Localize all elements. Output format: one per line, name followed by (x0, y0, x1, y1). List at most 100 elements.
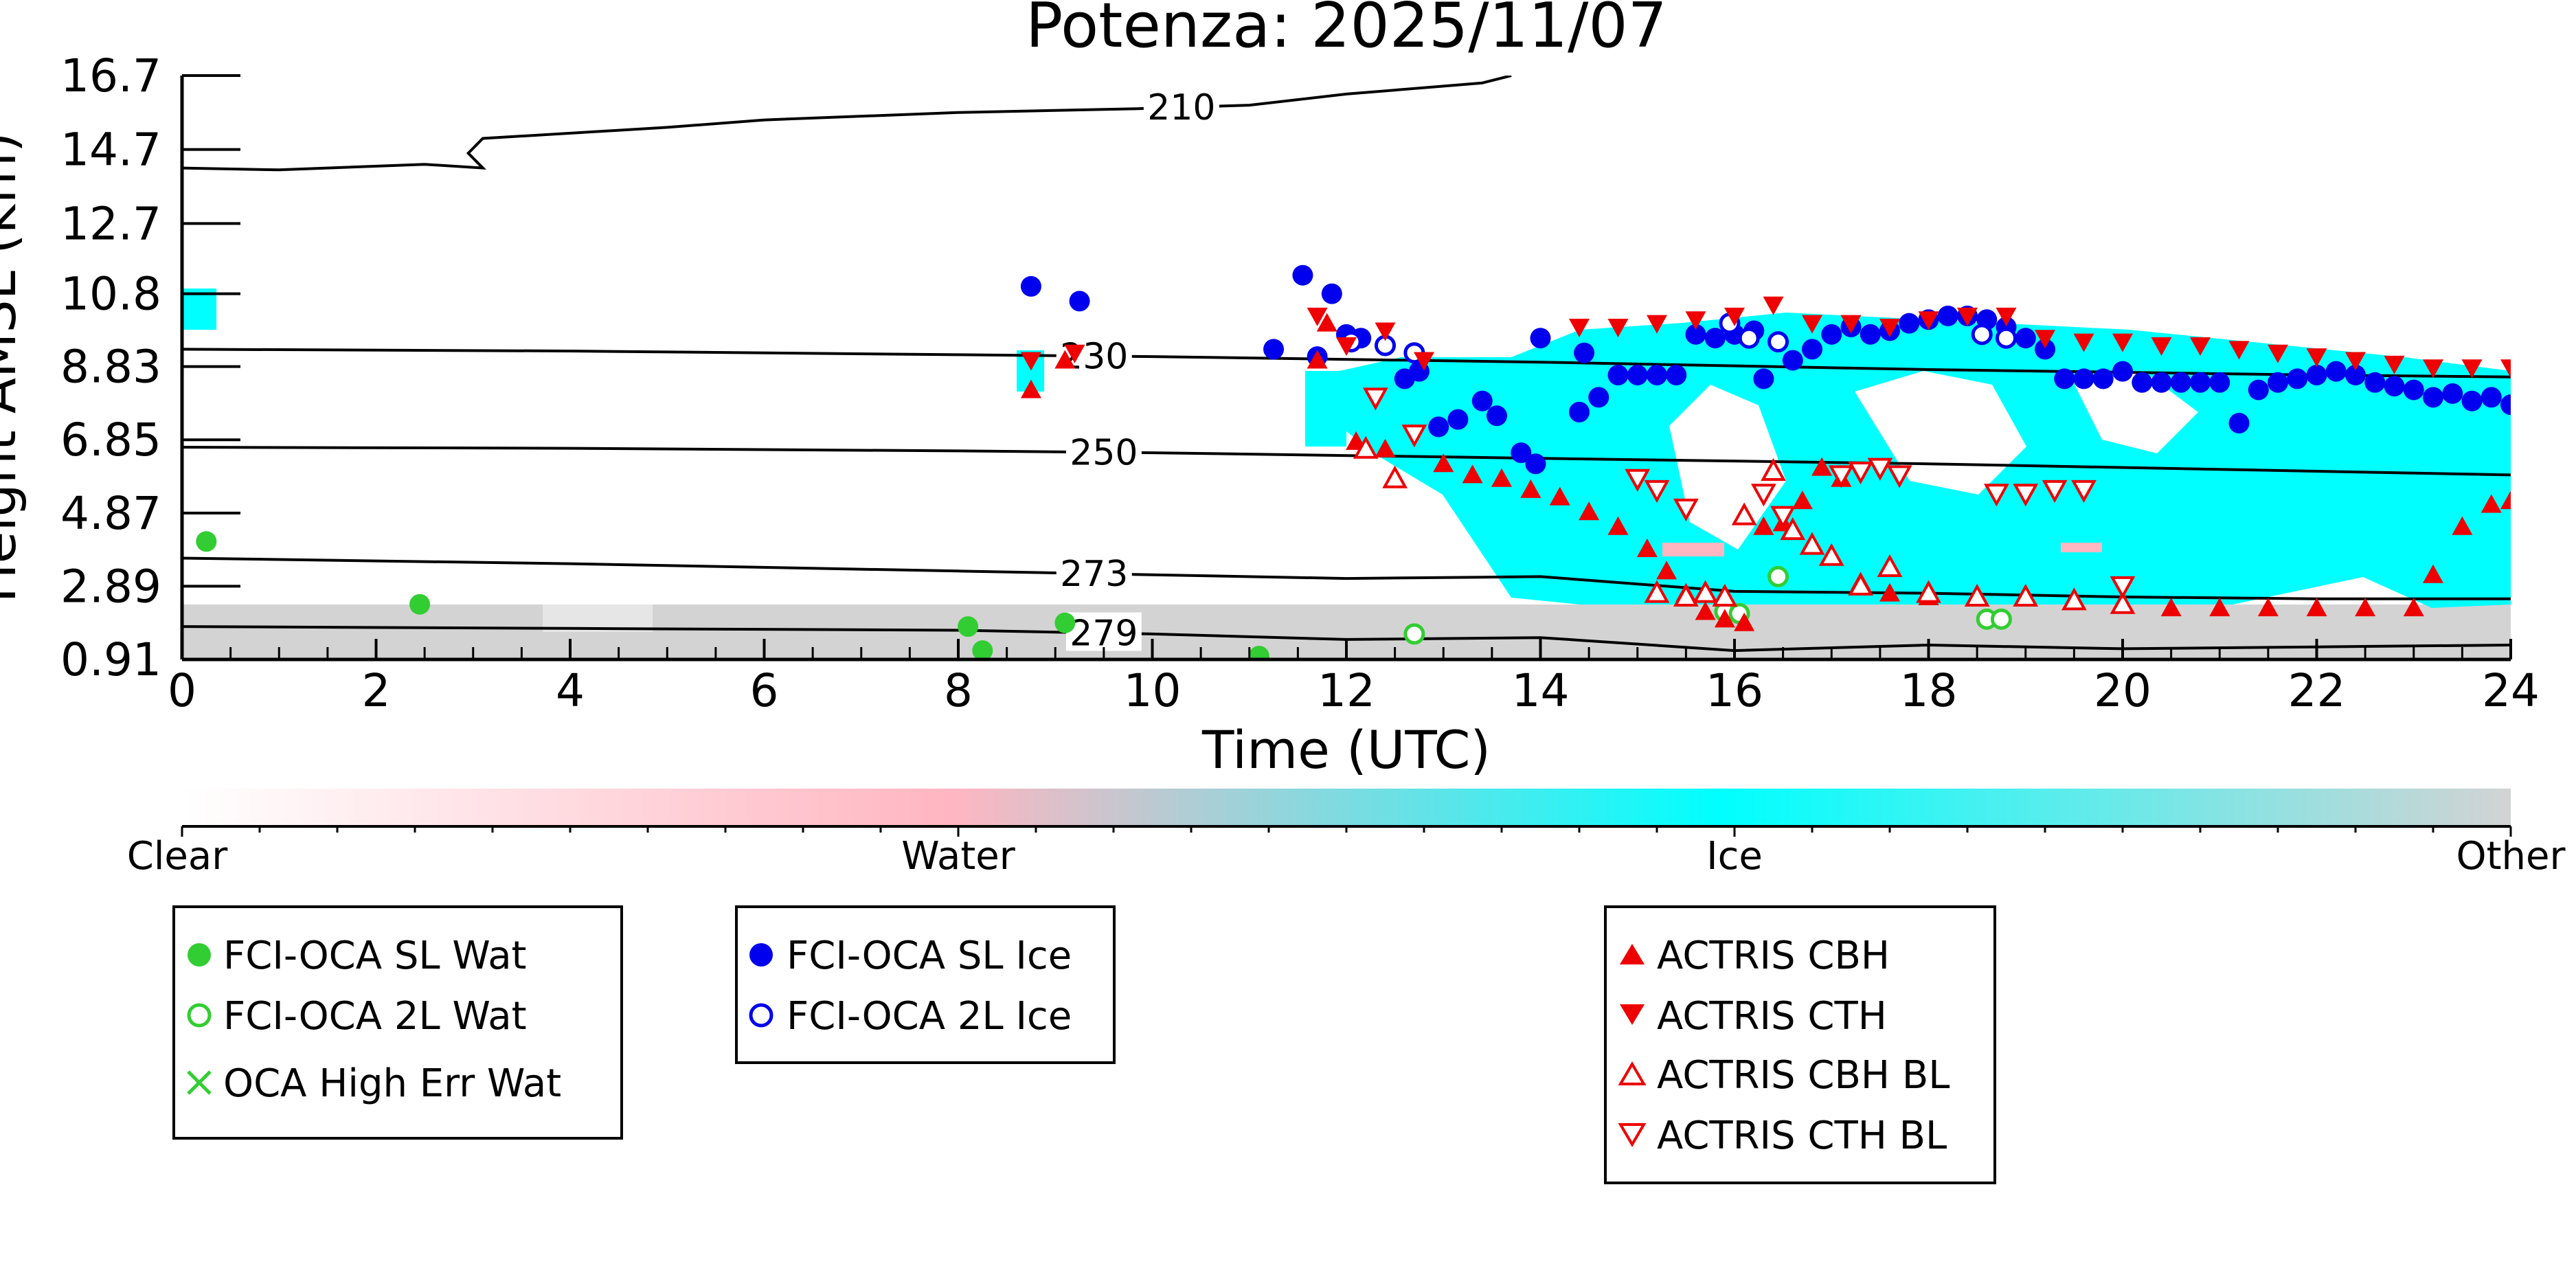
point-fci-oca-2l-ice (1996, 327, 2017, 349)
temperature-contours (182, 76, 2511, 653)
contour-label-273: 273 (1060, 554, 1128, 595)
point-fci-oca-2l-wat (1990, 608, 2012, 630)
point-actris-cbh-bl (1877, 554, 1903, 577)
point-actris-cth (1569, 319, 1590, 338)
colorbar-label-water: Water (901, 834, 1016, 879)
point-actris-cbh (1734, 612, 1755, 631)
contour-label-bg (1143, 87, 1219, 126)
point-fci-oca-sl-ice (2170, 372, 2191, 393)
point-fci-oca-sl-ice (2228, 413, 2250, 434)
contour-label-bg (1056, 553, 1132, 592)
point-fci-oca-sl-ice (2054, 368, 2075, 389)
point-fci-oca-sl-ice (2325, 361, 2347, 382)
y-tick-label: 6.85 (60, 414, 161, 466)
point-actris-cth-bl (1770, 506, 1796, 529)
data-points (196, 264, 2511, 659)
series-actris-cbh-bl (1353, 436, 2136, 614)
point-actris-cbh (1020, 379, 1041, 398)
point-fci-oca-2l-ice (1738, 327, 1760, 349)
point-fci-oca-sl-ice (1860, 324, 1881, 345)
point-actris-cbh-bl (1693, 580, 1719, 603)
legend-water-frame (172, 905, 623, 1140)
series-actris-cbh (1020, 313, 2511, 631)
legend-ice: FCI-OCA SL Ice FCI-OCA 2L Ice (735, 905, 1116, 1064)
point-actris-cbh (1549, 486, 1570, 506)
point-actris-cth (1685, 311, 1706, 330)
water-patch-1 (1662, 543, 1724, 556)
point-fci-oca-sl-ice (1753, 368, 1774, 389)
point-fci-oca-2l-wat (1767, 565, 1789, 587)
x-tick-label: 4 (556, 664, 585, 717)
legend-label-fci-oca-2l-ice: FCI-OCA 2L Ice (787, 994, 1072, 1039)
point-actris-cbh (1879, 583, 1900, 602)
point-actris-cbh-bl (1382, 465, 1408, 488)
point-actris-cth (2345, 352, 2366, 371)
point-actris-cth (1647, 315, 1667, 334)
y-tick-label: 8.83 (60, 341, 161, 394)
ice-patch-12h (1305, 371, 1346, 447)
point-actris-cth (1763, 296, 1784, 315)
point-actris-cbh-bl (1848, 572, 1874, 596)
x-axis-label: Time (UTC) (1201, 719, 1491, 780)
point-actris-cth-bl (1673, 498, 1699, 521)
point-fci-oca-sl-ice (2248, 379, 2269, 400)
contour-label-250: 250 (1070, 432, 1138, 473)
contour-label-bg (1065, 612, 1142, 651)
point-actris-cth (2112, 333, 2133, 352)
point-actris-cbh (2306, 598, 2327, 617)
point-actris-cbh (1054, 350, 1076, 369)
legend-marker-fci-oca-2l-ice (749, 1003, 773, 1028)
point-actris-cth-bl (1828, 465, 1854, 488)
point-actris-cbh (1792, 490, 1813, 510)
point-fci-oca-sl-ice (1647, 365, 1667, 386)
series-actris-cth-bl (1362, 387, 2136, 599)
point-actris-cth (1020, 352, 1041, 371)
contour-273 (182, 556, 2511, 600)
point-actris-cth (1607, 319, 1629, 338)
point-fci-oca-sl-ice (2287, 368, 2308, 389)
point-actris-cbh (1307, 350, 1328, 369)
point-fci-oca-sl-ice (2442, 383, 2463, 404)
point-actris-cth-bl (2110, 576, 2136, 599)
point-fci-oca-sl-ice (1685, 324, 1706, 345)
x-tick-label: 0 (168, 664, 196, 717)
point-actris-cbh-bl (1761, 457, 1786, 481)
point-actris-cth (1064, 344, 1085, 363)
point-actris-cbh (1607, 516, 1629, 535)
point-fci-oca-sl-ice (2151, 372, 2172, 393)
point-actris-cth (1996, 307, 2017, 326)
legend-marker-fci-oca-sl-wat (188, 943, 211, 967)
point-actris-cth (2423, 359, 2443, 379)
point-fci-oca-2l-ice (1767, 331, 1789, 353)
point-actris-cbh (1433, 453, 1454, 473)
point-actris-cbh (2209, 598, 2230, 617)
point-actris-cth (1724, 307, 1745, 326)
point-fci-oca-sl-ice (2345, 365, 2366, 386)
point-actris-cbh (1811, 457, 1833, 476)
point-actris-cth (1840, 315, 1862, 334)
point-fci-oca-sl-ice (2092, 368, 2114, 389)
point-actris-cbh-bl (1353, 436, 1379, 459)
point-actris-cth (2384, 355, 2405, 374)
y-ticks: 0.91 2.89 4.87 6.85 8.83 10.8 12.7 14.7 16.7 (60, 49, 240, 686)
point-actris-cbh-bl (2110, 591, 2136, 614)
point-fci-oca-sl-ice (1263, 339, 1285, 360)
colorbar-label-clear: Clear (127, 834, 228, 879)
point-fci-oca-sl-ice (1704, 328, 1726, 349)
series-actris-cth (1020, 296, 2511, 379)
point-actris-cth (2461, 359, 2483, 379)
chart-title: Potenza: 2025/11/07 (1026, 0, 1667, 62)
legend-label-oca-high-err-wat: OCA High Err Wat (223, 1061, 561, 1106)
point-fci-oca-sl-ice (2112, 361, 2133, 382)
legend-ice-frame (735, 905, 1116, 1064)
point-actris-cbh (2500, 490, 2511, 510)
point-fci-oca-sl-ice (1511, 442, 1532, 464)
point-actris-cbh (2160, 598, 2182, 617)
point-actris-cth (2073, 333, 2094, 352)
point-actris-cth-bl (1644, 479, 1670, 504)
point-actris-cth (2151, 337, 2172, 356)
point-fci-oca-sl-wat (972, 640, 993, 659)
point-actris-cth (2268, 344, 2288, 363)
point-actris-cbh (1316, 313, 1337, 332)
legend-water: FCI-OCA SL Wat FCI-OCA 2L Wat OCA High E… (172, 905, 623, 1140)
